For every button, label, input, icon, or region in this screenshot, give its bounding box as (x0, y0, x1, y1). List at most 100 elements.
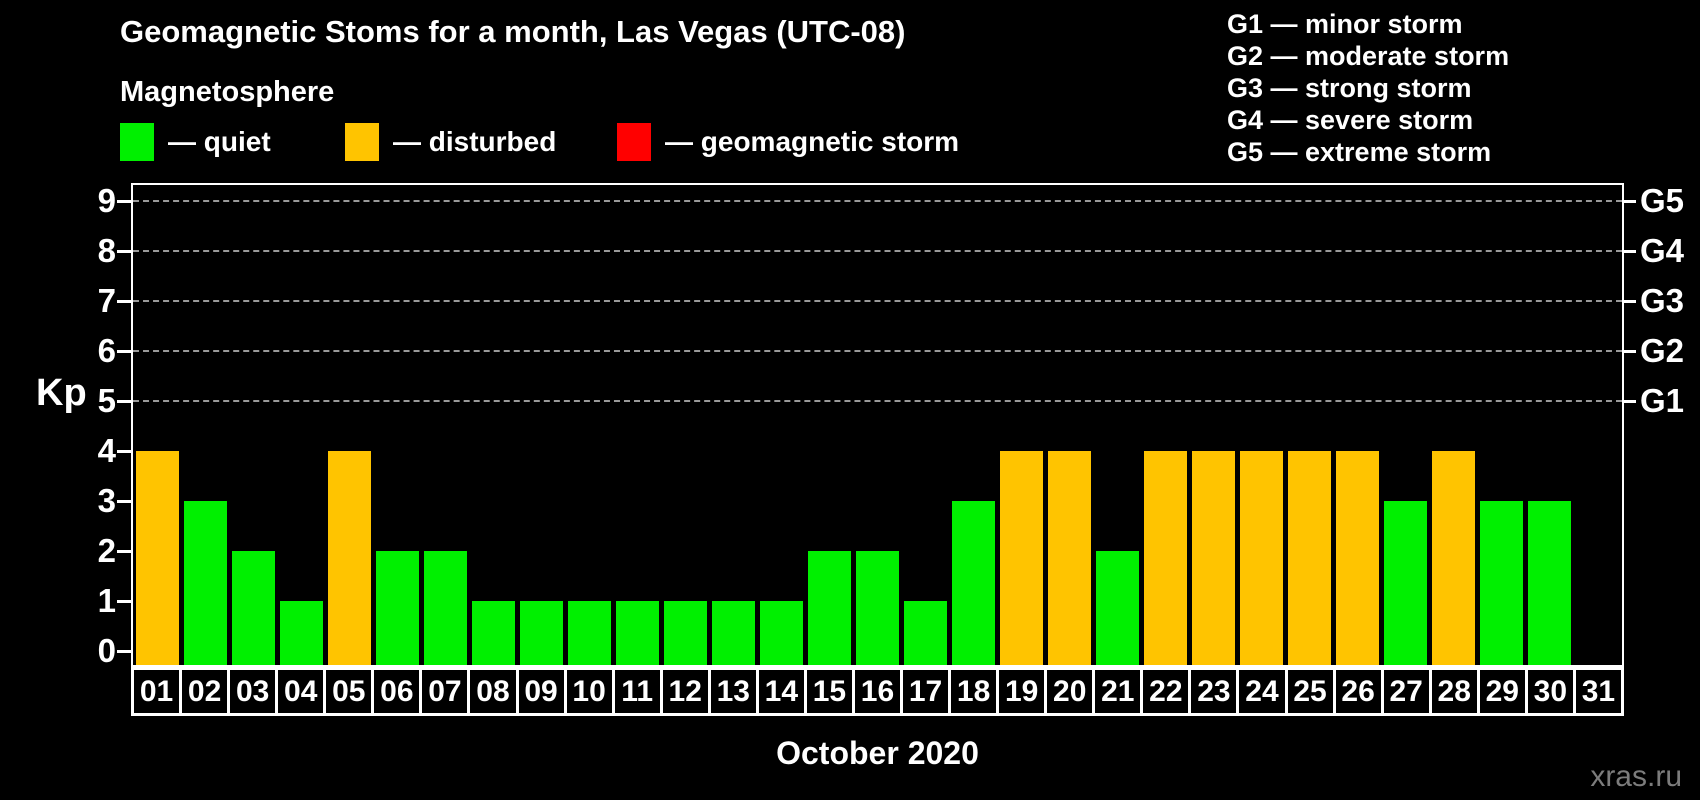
bar-day-29 (1480, 501, 1524, 665)
storm-scale-line-4: G4 — severe storm (1227, 105, 1474, 135)
day-label-15: 15 (803, 667, 855, 716)
day-label-10: 10 (563, 667, 615, 716)
bar-day-13 (711, 601, 755, 665)
day-label-12: 12 (659, 667, 711, 716)
bar-day-08 (471, 601, 515, 665)
day-label-17: 17 (900, 667, 952, 716)
bar-day-27 (1384, 501, 1428, 665)
kp-tick-label-6: 6 (97, 332, 116, 369)
day-label-28: 28 (1428, 667, 1480, 716)
g-tick-G1 (1622, 400, 1636, 403)
day-label-02: 02 (179, 667, 231, 716)
storm-scale-line-1: G1 — minor storm (1227, 9, 1463, 39)
chart-title: Geomagnetic Stoms for a month, Las Vegas… (120, 14, 906, 49)
quiet-swatch-icon (120, 123, 154, 161)
bar-day-09 (519, 601, 563, 665)
legend-label-storm: — geomagnetic storm (665, 126, 960, 157)
bar-day-16 (855, 551, 899, 665)
storm-swatch-icon (617, 123, 651, 161)
kp-tick-label-4: 4 (97, 432, 116, 469)
day-label-13: 13 (707, 667, 759, 716)
bar-day-19 (1000, 451, 1044, 665)
bar-day-17 (904, 601, 948, 665)
kp-tick-1 (117, 600, 131, 603)
kp-tick-5 (117, 400, 131, 403)
bar-day-05 (327, 451, 371, 665)
bar-day-30 (1528, 501, 1572, 665)
kp-tick-label-1: 1 (97, 582, 116, 619)
bar-day-10 (567, 601, 611, 665)
g-tick-label-G5: G5 (1640, 182, 1685, 219)
kp-axis-label: Kp (36, 372, 87, 414)
bar-day-14 (759, 601, 803, 665)
gridline-kp5 (133, 400, 1622, 402)
day-label-05: 05 (323, 667, 375, 716)
day-label-20: 20 (1044, 667, 1096, 716)
day-label-29: 29 (1476, 667, 1528, 716)
g-tick-label-G1: G1 (1640, 382, 1685, 419)
g-tick-G5 (1622, 200, 1636, 203)
bar-day-22 (1144, 451, 1188, 665)
plot-area (131, 183, 1624, 667)
g-tick-label-G4: G4 (1640, 232, 1685, 269)
storm-scale-legend: G1 — minor storm G2 — moderate storm G3 — … (1227, 8, 1509, 168)
bar-day-03 (231, 551, 275, 665)
kp-tick-4 (117, 450, 131, 453)
bar-day-02 (183, 501, 227, 665)
kp-tick-label-0: 0 (97, 632, 116, 669)
day-label-23: 23 (1188, 667, 1240, 716)
kp-tick-0 (117, 650, 131, 653)
kp-tick-label-9: 9 (97, 182, 116, 219)
kp-tick-label-5: 5 (97, 382, 116, 419)
day-label-14: 14 (755, 667, 807, 716)
bar-day-12 (663, 601, 707, 665)
kp-tick-label-8: 8 (97, 232, 116, 269)
watermark: xras.ru (1590, 760, 1682, 793)
day-axis: 01 02 03 04 05 06 07 08 09 10 11 12 13 14 15 16 17 18 19 20… (131, 667, 1624, 716)
kp-tick-3 (117, 500, 131, 503)
gridline-kp7 (133, 300, 1622, 302)
bar-day-26 (1336, 451, 1380, 665)
gridline-kp8 (133, 250, 1622, 252)
kp-tick-8 (117, 250, 131, 253)
day-label-08: 08 (467, 667, 519, 716)
day-label-31: 31 (1572, 667, 1624, 716)
day-label-04: 04 (275, 667, 327, 716)
bar-day-07 (423, 551, 467, 665)
gridline-kp6 (133, 350, 1622, 352)
day-label-11: 11 (611, 667, 663, 716)
day-label-27: 27 (1380, 667, 1432, 716)
day-label-22: 22 (1140, 667, 1192, 716)
bar-day-21 (1096, 551, 1140, 665)
bar-day-11 (615, 601, 659, 665)
day-label-01: 01 (131, 667, 183, 716)
bar-day-20 (1048, 451, 1092, 665)
bar-day-04 (279, 601, 323, 665)
g-tick-G4 (1622, 250, 1636, 253)
legend-item-storm: — geomagnetic storm (617, 123, 959, 161)
legend-label-quiet: — quiet (168, 126, 271, 157)
storm-scale-line-3: G3 — strong storm (1227, 73, 1472, 103)
g-tick-G3 (1622, 300, 1636, 303)
bar-day-01 (135, 451, 179, 665)
day-label-18: 18 (948, 667, 1000, 716)
bar-day-25 (1288, 451, 1332, 665)
bar-day-15 (807, 551, 851, 665)
day-label-21: 21 (1092, 667, 1144, 716)
kp-tick-label-7: 7 (97, 282, 116, 319)
bar-day-06 (375, 551, 419, 665)
legend-item-disturbed: — disturbed (345, 123, 556, 161)
day-label-19: 19 (996, 667, 1048, 716)
kp-tick-9 (117, 200, 131, 203)
bar-day-18 (952, 501, 996, 665)
day-label-26: 26 (1332, 667, 1384, 716)
magnetosphere-label: Magnetosphere (120, 76, 335, 108)
kp-tick-label-2: 2 (97, 532, 116, 569)
storm-scale-line-2: G2 — moderate storm (1227, 41, 1510, 71)
day-label-24: 24 (1236, 667, 1288, 716)
legend-label-disturbed: — disturbed (393, 126, 557, 157)
gridline-kp9 (133, 200, 1622, 202)
month-label: October 2020 (776, 735, 979, 771)
kp-tick-7 (117, 300, 131, 303)
